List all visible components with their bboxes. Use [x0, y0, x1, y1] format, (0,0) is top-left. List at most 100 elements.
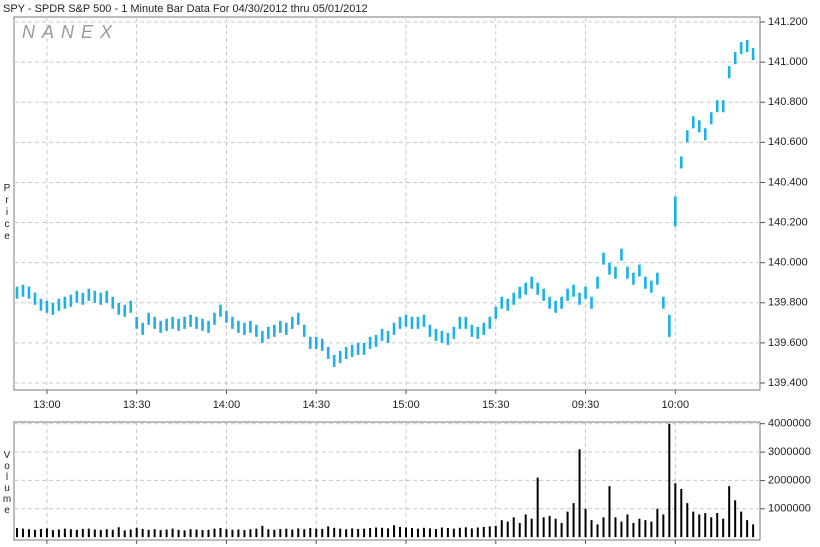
- y-axis-label: Volume: [2, 450, 13, 516]
- volume-bar: [650, 521, 653, 538]
- volume-bar: [159, 530, 162, 538]
- volume-bar: [189, 529, 192, 538]
- volume-bar: [333, 527, 336, 538]
- x-tick-label: 14:30: [302, 399, 330, 411]
- volume-bar: [656, 508, 659, 538]
- y-tick-label: 140.600: [768, 136, 808, 148]
- volume-bar: [129, 529, 132, 538]
- volume-bar: [590, 520, 593, 538]
- x-tick-label: 15:30: [482, 399, 510, 411]
- volume-bar: [111, 529, 114, 538]
- volume-bar: [285, 528, 288, 538]
- volume-bar: [548, 515, 551, 538]
- x-tick-label: 13:00: [33, 399, 61, 411]
- volume-bar: [458, 527, 461, 538]
- x-tick-label: 10:00: [662, 399, 690, 411]
- volume-bar: [387, 528, 390, 538]
- watermark: NANEX: [22, 22, 119, 42]
- volume-bar: [291, 529, 294, 538]
- volume-bar: [482, 526, 485, 538]
- volume-bar: [117, 527, 120, 538]
- volume-bar: [69, 529, 72, 538]
- volume-bar: [105, 529, 108, 538]
- volume-bar: [237, 529, 240, 538]
- volume-bar: [746, 520, 749, 538]
- volume-bar: [416, 528, 419, 538]
- volume-bar: [644, 520, 647, 538]
- volume-bar: [710, 517, 713, 538]
- volume-bar: [345, 529, 348, 538]
- volume-bar: [596, 524, 599, 538]
- volume-bar: [27, 529, 30, 538]
- volume-bar: [500, 520, 503, 538]
- volume-bar: [93, 529, 96, 538]
- volume-bar: [692, 511, 695, 538]
- volume-bar: [488, 526, 491, 538]
- y-tick-label: 140.200: [768, 216, 808, 228]
- volume-bar: [279, 528, 282, 538]
- volume-bar: [183, 530, 186, 538]
- volume-bar: [243, 530, 246, 538]
- y-tick-label: 3000000: [768, 446, 811, 458]
- volume-bar: [512, 517, 515, 538]
- volume-bar: [255, 528, 258, 538]
- volume-bar: [321, 528, 324, 538]
- volume-bar: [620, 521, 623, 538]
- volume-bar: [452, 528, 455, 538]
- volume-bar: [668, 423, 671, 538]
- volume-bar: [141, 528, 144, 538]
- volume-bar: [626, 514, 629, 538]
- volume-bar: [57, 529, 60, 538]
- volume-bar: [207, 529, 210, 538]
- volume-bar: [578, 449, 581, 538]
- volume-bar: [722, 518, 725, 538]
- volume-bar: [638, 518, 641, 538]
- y-tick-label: 140.000: [768, 257, 808, 269]
- volume-bar: [351, 528, 354, 538]
- volume-bar: [339, 528, 342, 538]
- volume-bar: [171, 528, 174, 538]
- volume-bar: [51, 530, 54, 538]
- volume-bar: [147, 529, 150, 538]
- volume-bar: [363, 528, 366, 538]
- volume-bar: [506, 521, 509, 538]
- volume-bar: [225, 529, 228, 538]
- volume-bar: [752, 524, 755, 538]
- volume-bar: [39, 528, 42, 538]
- volume-bar: [81, 528, 84, 538]
- volume-bar: [33, 529, 36, 538]
- volume-bar: [405, 527, 408, 538]
- volume-bar: [602, 517, 605, 538]
- volume-bar: [201, 530, 204, 538]
- y-tick-label: 2000000: [768, 474, 811, 486]
- volume-bar: [704, 513, 707, 538]
- volume-bar: [494, 525, 497, 538]
- volume-bar: [614, 517, 617, 538]
- volume-bar: [410, 528, 413, 538]
- volume-bar: [123, 530, 126, 538]
- volume-bar: [165, 529, 168, 538]
- y-tick-label: 139.800: [768, 297, 808, 309]
- volume-bar: [261, 525, 264, 538]
- x-tick-label: 15:00: [392, 399, 420, 411]
- volume-bar: [428, 528, 431, 538]
- volume-bar: [99, 530, 102, 538]
- x-tick-label: 13:30: [123, 399, 151, 411]
- price-panel: [13, 16, 761, 391]
- volume-bar: [297, 528, 300, 538]
- x-tick-label: 09:30: [572, 399, 600, 411]
- y-tick-label: 141.000: [768, 56, 808, 68]
- volume-bar: [446, 528, 449, 538]
- volume-bar: [728, 486, 731, 538]
- volume-bar: [63, 528, 66, 538]
- y-axis-label: Price: [2, 183, 13, 243]
- volume-bar: [249, 529, 252, 538]
- volume-bar: [303, 529, 306, 538]
- volume-bar: [674, 483, 677, 538]
- volume-bar: [584, 508, 587, 538]
- volume-bar: [195, 529, 198, 538]
- y-tick-label: 139.600: [768, 337, 808, 349]
- volume-bar: [375, 527, 378, 538]
- volume-bar: [536, 477, 539, 538]
